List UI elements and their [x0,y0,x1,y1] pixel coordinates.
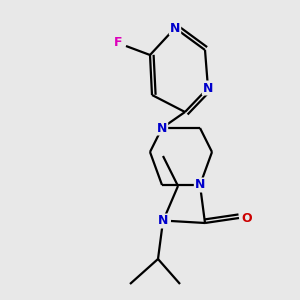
Text: O: O [242,212,252,224]
Text: N: N [195,178,205,191]
Text: N: N [170,22,180,34]
Text: N: N [203,82,213,94]
Text: N: N [158,214,168,227]
Text: N: N [157,122,167,134]
Text: F: F [114,37,122,50]
